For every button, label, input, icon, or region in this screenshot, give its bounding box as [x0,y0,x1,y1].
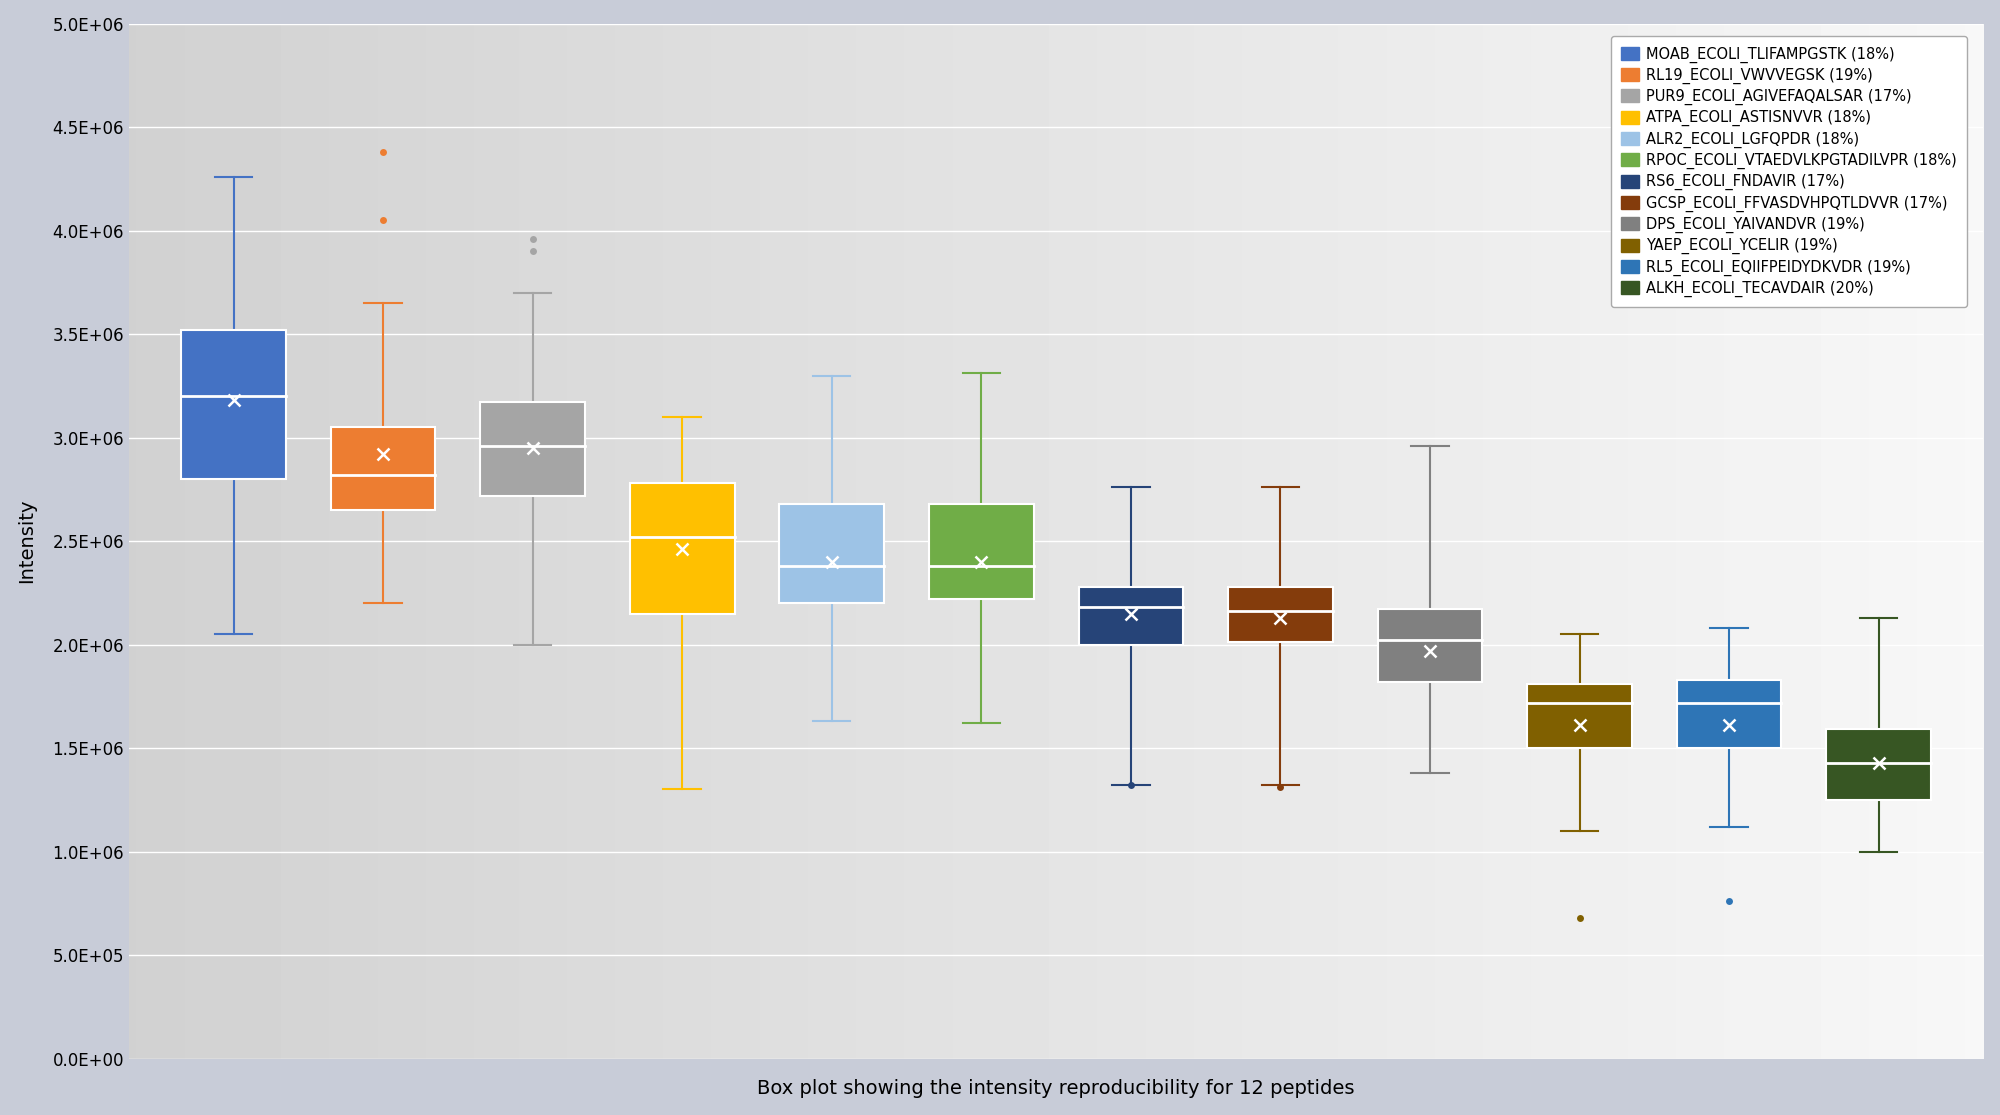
Bar [330,427,436,510]
Bar [1528,683,1632,748]
Bar [182,330,286,479]
Bar [1078,586,1184,644]
Bar [630,483,734,613]
Bar [480,403,584,495]
Legend: MOAB_ECOLI_TLIFAMPGSTK (18%), RL19_ECOLI_VWVVEGSK (19%), PUR9_ECOLI_AGIVEFAQALSA: MOAB_ECOLI_TLIFAMPGSTK (18%), RL19_ECOLI… [1610,36,1966,307]
Bar [780,504,884,603]
Bar [1378,610,1482,681]
Y-axis label: Intensity: Intensity [16,498,36,583]
Bar [1676,680,1782,748]
Bar [1826,729,1930,799]
Bar [928,504,1034,599]
X-axis label: Box plot showing the intensity reproducibility for 12 peptides: Box plot showing the intensity reproduci… [758,1079,1354,1098]
Bar [1228,586,1332,642]
